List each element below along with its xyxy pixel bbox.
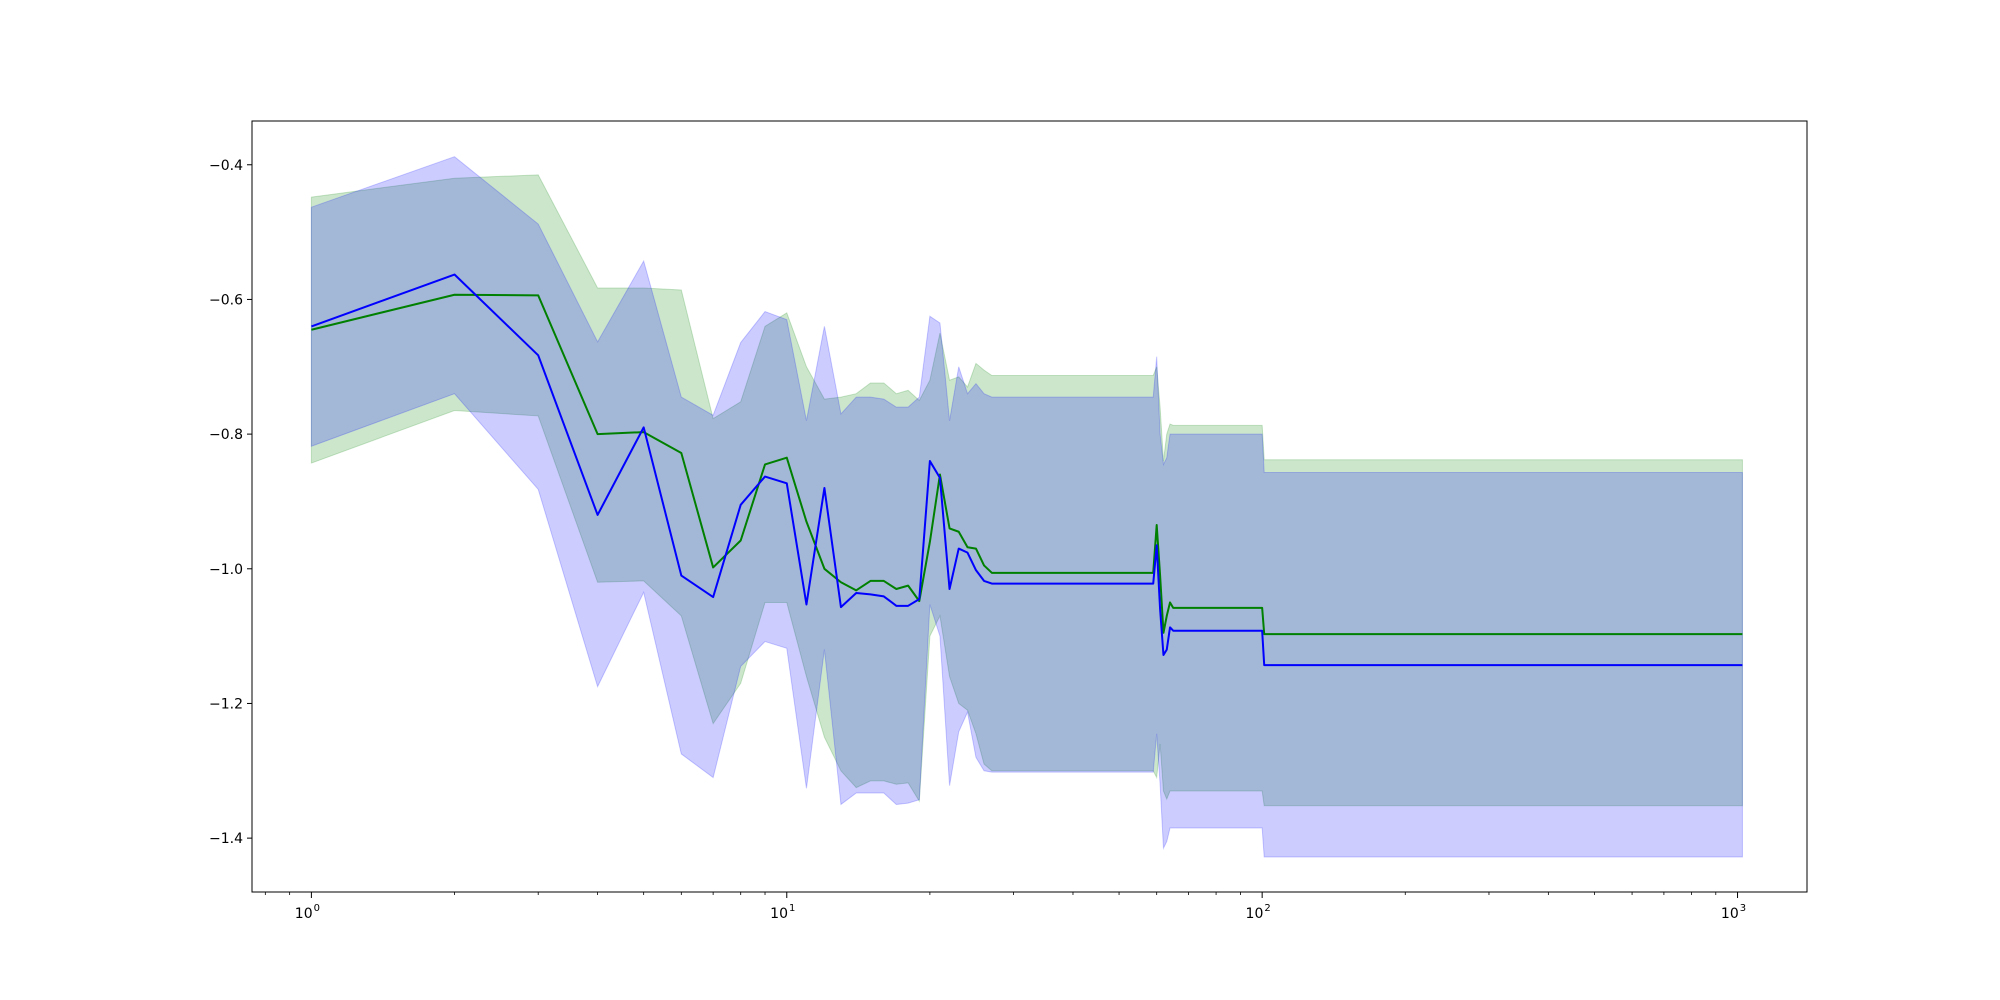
axes-frame	[251, 120, 1808, 893]
plot-area	[310, 156, 1743, 858]
series-2-confidence-band	[310, 156, 1743, 858]
series-1-line	[311, 293, 1743, 636]
y-tick-label: −0.6	[209, 292, 243, 308]
y-tick-label: −1.4	[209, 831, 243, 847]
y-tick-label: −0.8	[209, 427, 243, 443]
y-tick-label: −0.4	[209, 158, 243, 174]
series-1-confidence-band	[310, 174, 1743, 807]
series-2-line	[311, 273, 1743, 667]
y-tick-label: −1.2	[209, 696, 243, 712]
y-tick-label: −1.0	[209, 562, 243, 578]
